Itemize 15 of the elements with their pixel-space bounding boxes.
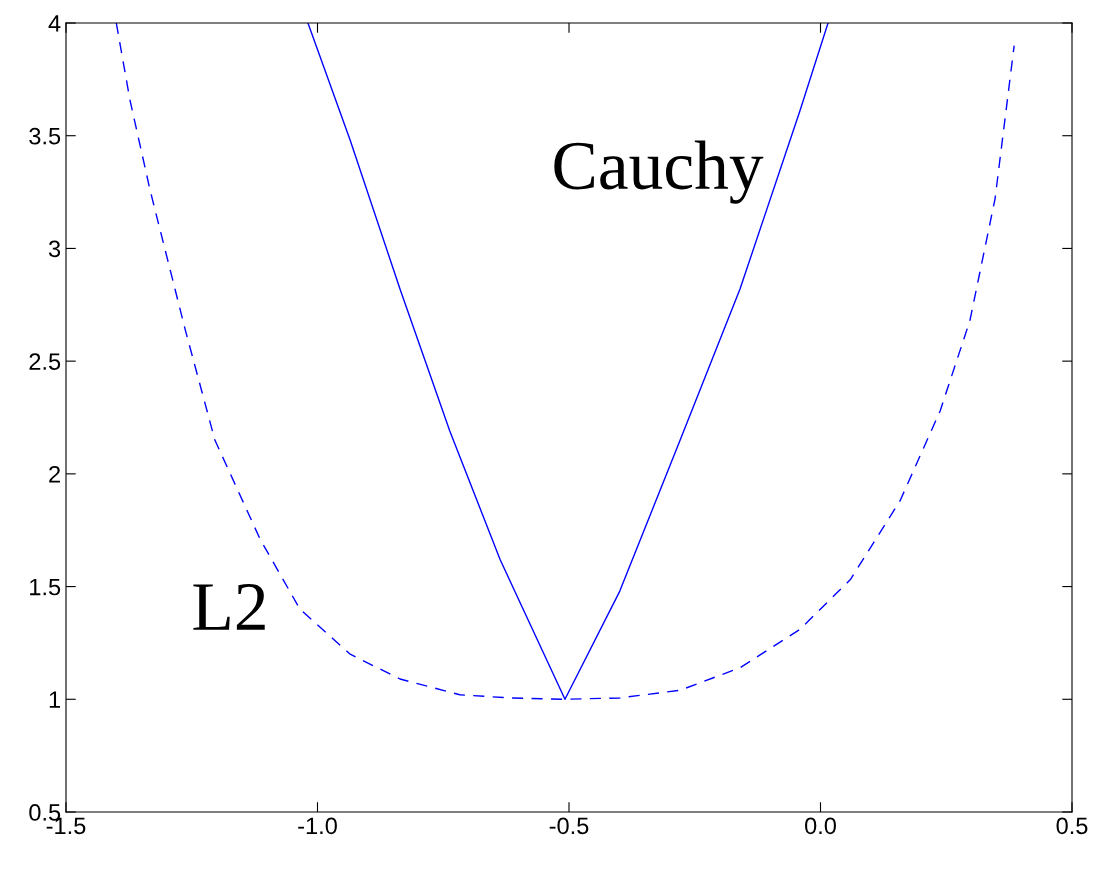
y-tick-label: 4 — [48, 15, 61, 32]
y-tick-label: 2 — [49, 465, 60, 483]
y-tick-label: 1.5 — [30, 578, 61, 596]
y-tick-label: 2.5 — [29, 353, 61, 370]
series-label: L2 — [193, 583, 265, 630]
x-tick-label: -1.0 — [298, 817, 337, 835]
x-tick-label: 0.0 — [805, 817, 836, 835]
y-tick-label: 3.5 — [29, 127, 61, 145]
line-series — [115, 23, 1015, 700]
line-series — [307, 23, 829, 700]
series-label: Cauchy — [554, 140, 764, 204]
x-tick-label: -0.5 — [549, 817, 589, 835]
y-tick-label: 1 — [49, 691, 60, 708]
x-tick-label: 0.5 — [1056, 817, 1088, 835]
y-tick-label: 3 — [48, 240, 61, 258]
